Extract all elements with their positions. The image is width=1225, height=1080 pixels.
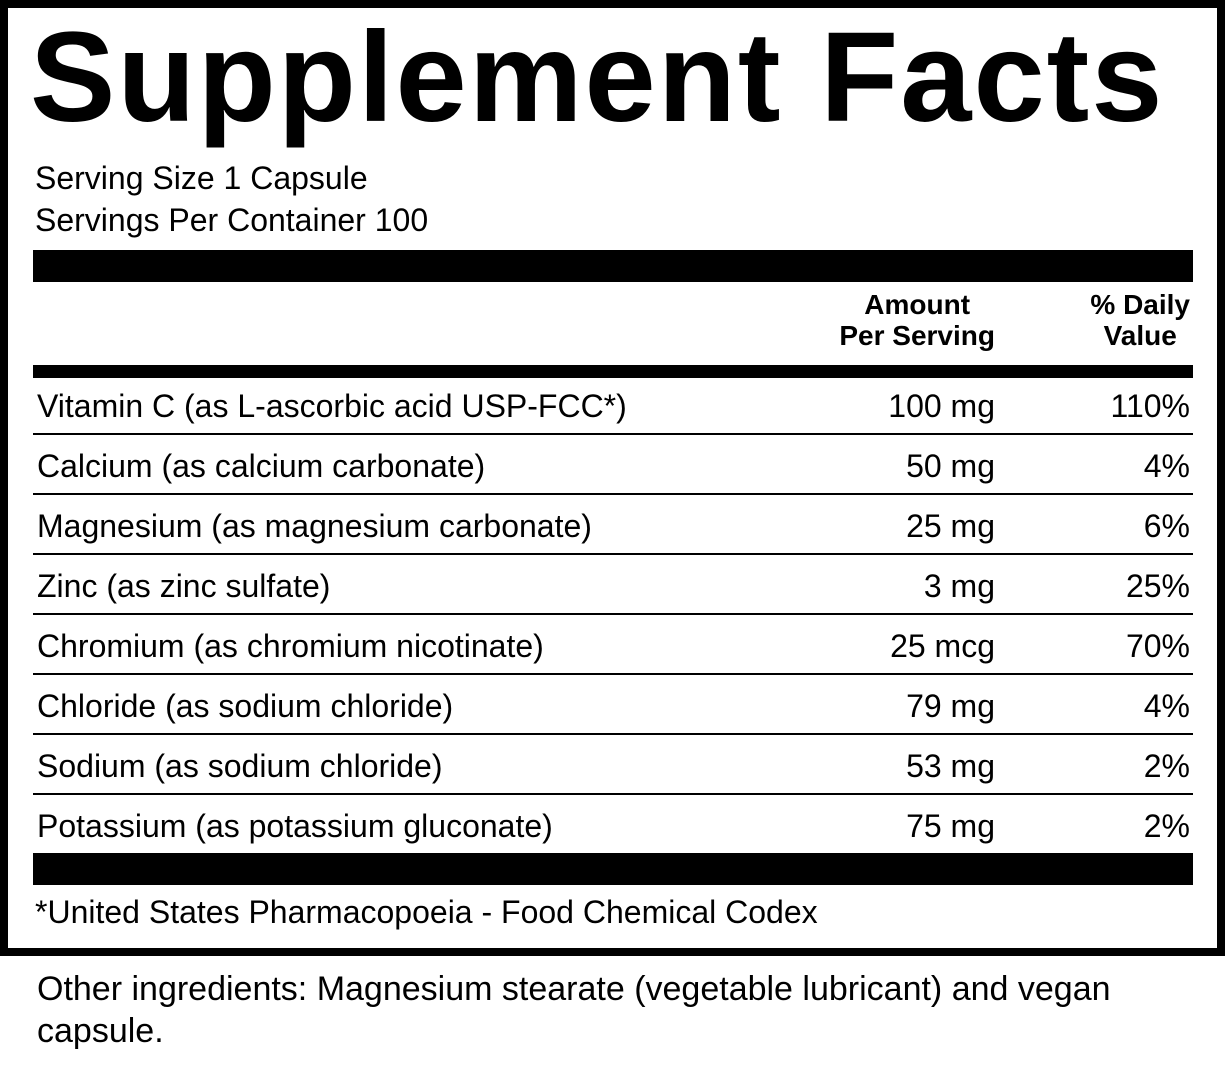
nutrient-name: Chloride (as sodium chloride) [37, 688, 454, 724]
header-line: % Daily [1090, 289, 1190, 320]
daily-value: 6% [1143, 508, 1190, 544]
header-line: Amount [864, 289, 971, 320]
nutrient-name: Sodium (as sodium chloride) [37, 748, 443, 784]
title: Supplement Facts [30, 6, 1165, 149]
nutrient-name: Chromium (as chromium nicotinate) [37, 628, 544, 664]
amount-header: Amount Per Serving [839, 289, 995, 351]
daily-value: 2% [1143, 808, 1190, 844]
row-divider [33, 553, 1193, 555]
daily-value: 70% [1125, 628, 1190, 664]
amount: 75 mg [906, 808, 995, 844]
daily-value: 4% [1143, 448, 1190, 484]
daily-value: 25% [1125, 568, 1190, 604]
amount: 25 mg [906, 508, 995, 544]
nutrient-name: Calcium (as calcium carbonate) [37, 448, 486, 484]
nutrient-name: Vitamin C (as L-ascorbic acid USP-FCC*) [37, 388, 627, 424]
amount: 79 mg [906, 688, 995, 724]
row-divider [33, 793, 1193, 795]
amount: 3 mg [923, 568, 995, 604]
footnote: *United States Pharmacopoeia - Food Chem… [35, 894, 818, 930]
other-ingredients: Other ingredients: Magnesium stearate (v… [37, 970, 1111, 1050]
nutrient-name: Zinc (as zinc sulfate) [37, 568, 331, 604]
header-line: Value [1103, 320, 1177, 351]
serving-size: Serving Size 1 Capsule [35, 160, 368, 196]
amount: 25 mcg [890, 628, 995, 664]
daily-value: 110% [1110, 388, 1190, 424]
thick-bar [33, 853, 1193, 885]
row-divider [33, 733, 1193, 735]
nutrient-name: Magnesium (as magnesium carbonate) [37, 508, 592, 544]
row-divider [33, 613, 1193, 615]
thick-bar [33, 250, 1193, 282]
amount: 50 mg [906, 448, 995, 484]
amount: 100 mg [888, 388, 995, 424]
nutrient-name: Potassium (as potassium gluconate) [37, 808, 553, 844]
amount: 53 mg [906, 748, 995, 784]
daily-value: 4% [1143, 688, 1190, 724]
row-divider [33, 433, 1193, 435]
servings-per-container: Servings Per Container 100 [35, 202, 429, 238]
row-divider [33, 673, 1193, 675]
daily-value: 2% [1143, 748, 1190, 784]
header-line: Per Serving [839, 320, 995, 351]
label-border [0, 0, 1225, 956]
medium-bar [33, 365, 1193, 378]
dv-header: % Daily Value [1090, 289, 1190, 351]
row-divider [33, 493, 1193, 495]
